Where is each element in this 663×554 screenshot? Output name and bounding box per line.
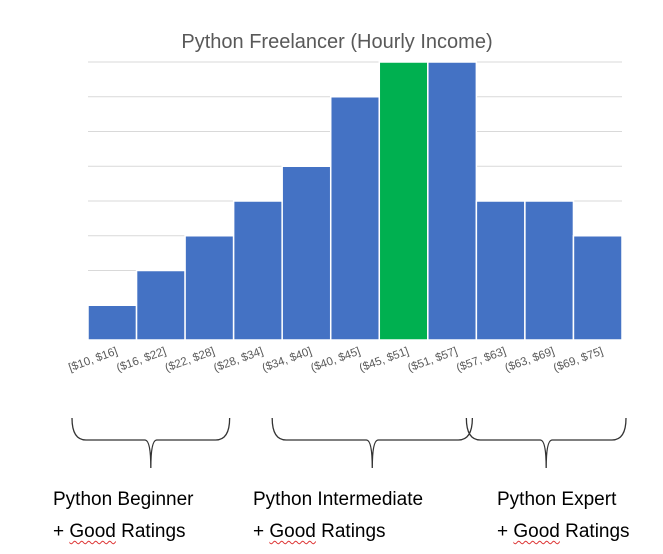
chart-title: Python Freelancer (Hourly Income) xyxy=(181,31,492,53)
bar xyxy=(572,235,623,341)
bar xyxy=(135,269,186,341)
group-brace xyxy=(71,417,231,469)
x-tick-label: ($34, $40] xyxy=(261,346,314,375)
group-label-title: Python Intermediate xyxy=(253,489,424,510)
group-brace xyxy=(465,417,627,469)
bar xyxy=(87,304,138,341)
x-tick-label: ($63, $69] xyxy=(503,346,556,375)
x-tick-label: ($40, $45] xyxy=(309,346,362,375)
x-tick-label: ($16, $22] xyxy=(115,346,168,375)
group-label-intermediate: Python Intermediate + Good Ratings xyxy=(253,484,423,548)
bar-highlight xyxy=(378,61,429,341)
group-label-title: Python Expert xyxy=(497,489,617,510)
group-brace xyxy=(271,417,474,469)
bar xyxy=(475,200,526,341)
bar xyxy=(329,96,381,341)
bar xyxy=(281,165,332,341)
bars xyxy=(87,61,623,341)
x-tick-label: ($69, $75] xyxy=(552,346,605,375)
group-label-good: Good xyxy=(269,521,316,542)
x-tick-labels: [$10, $16]($16, $22]($22, $28]($28, $34]… xyxy=(67,346,605,375)
group-label-good: Good xyxy=(513,521,560,542)
x-tick-label: ($57, $63] xyxy=(455,346,508,375)
bar xyxy=(184,235,235,341)
x-tick-label: ($51, $57] xyxy=(406,346,459,375)
x-tick-label: ($28, $34] xyxy=(212,346,265,375)
x-tick-label: ($22, $28] xyxy=(164,346,217,375)
group-label-beginner: Python Beginner + Good Ratings xyxy=(53,484,194,548)
group-label-title: Python Beginner xyxy=(53,489,194,510)
x-tick-label: [$10, $16] xyxy=(67,346,119,375)
group-label-expert: Python Expert + Good Ratings xyxy=(497,484,630,548)
x-tick-label: ($45, $51] xyxy=(358,346,411,375)
bar xyxy=(427,61,478,341)
bar xyxy=(524,200,575,341)
group-label-good: Good xyxy=(69,521,116,542)
group-braces xyxy=(71,417,627,469)
bar xyxy=(232,200,283,341)
